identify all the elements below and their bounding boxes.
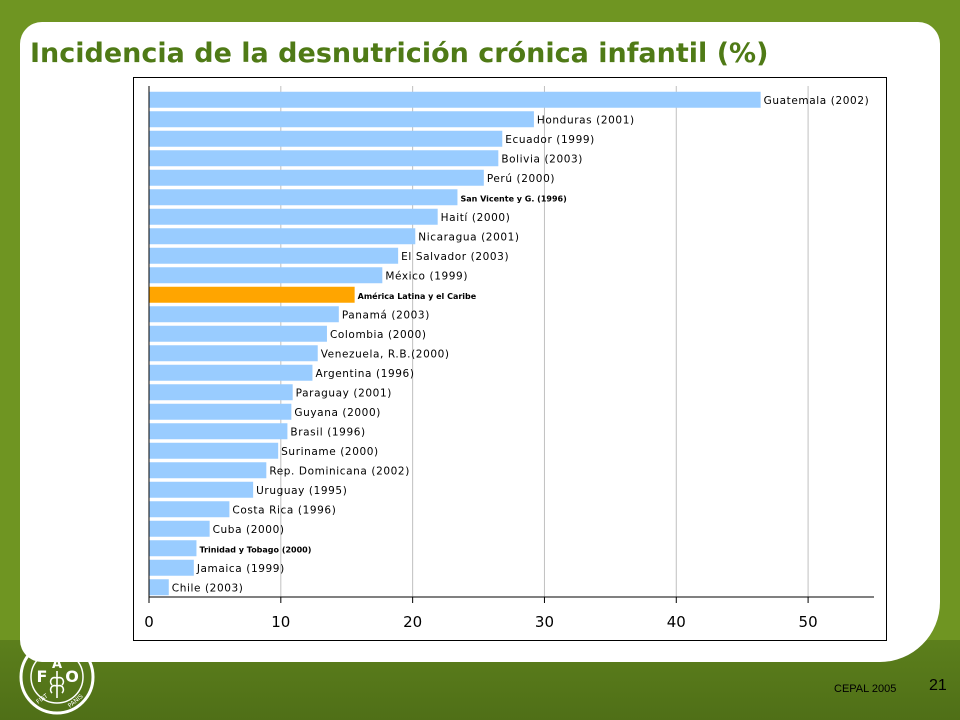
bar-label-16: Guyana (2000)	[294, 407, 381, 419]
bar-label-25: Chile (2003)	[172, 582, 244, 594]
bar-label-19: Rep. Dominicana (2002)	[269, 465, 410, 477]
bar-label-9: México (1999)	[385, 270, 468, 282]
bar-label-4: Perú (2000)	[487, 173, 555, 185]
bar-15	[149, 384, 293, 401]
bar-7	[149, 228, 416, 245]
bar-chart: Guatemala (2002) Honduras (2001) Ecuador (…	[144, 86, 874, 631]
bar-12	[149, 325, 327, 342]
bar-label-18: Suriname (2000)	[281, 446, 379, 458]
x-tick-label-0: 0	[144, 613, 154, 631]
bar-1	[149, 111, 534, 128]
bar-label-7: Nicaragua (2001)	[418, 231, 519, 243]
bar-4	[149, 169, 484, 186]
x-tick-label-40: 40	[667, 613, 686, 631]
bar-label-5: San Vicente y G. (1996)	[460, 194, 566, 203]
x-tick-label-20: 20	[403, 613, 422, 631]
bar-3	[149, 150, 499, 167]
bar-label-13: Venezuela, R.B.(2000)	[321, 348, 450, 360]
bar-22	[149, 520, 210, 537]
bar-label-21: Costa Rica (1996)	[232, 504, 336, 516]
bar-label-3: Bolivia (2003)	[501, 153, 583, 165]
bar-8	[149, 247, 399, 264]
bar-14	[149, 364, 313, 381]
bar-10	[149, 286, 355, 303]
bar-label-20: Uruguay (1995)	[256, 485, 347, 497]
slide-title: Incidencia de la desnutrición crónica in…	[30, 38, 769, 69]
bar-9	[149, 267, 383, 284]
bar-label-12: Colombia (2000)	[330, 329, 427, 341]
bar-6	[149, 208, 438, 225]
bar-label-17: Brasil (1996)	[290, 426, 365, 438]
bar-label-1: Honduras (2001)	[537, 114, 635, 126]
bar-label-10: América Latina y el Caribe	[358, 291, 477, 301]
bar-16	[149, 403, 292, 420]
page-number: 21	[929, 677, 947, 694]
source-note: CEPAL 2005	[834, 683, 897, 695]
bar-label-6: Haití (2000)	[441, 212, 511, 224]
x-tick-label-10: 10	[271, 613, 290, 631]
bar-2	[149, 130, 503, 147]
fao-logo-icon: F O A FIAT PANIS	[19, 639, 95, 715]
svg-text:F: F	[37, 667, 48, 686]
bar-label-2: Ecuador (1999)	[505, 134, 595, 146]
x-tick-label-30: 30	[535, 613, 554, 631]
bar-5	[149, 189, 458, 206]
bar-label-8: El Salvador (2003)	[401, 251, 509, 263]
bar-label-11: Panamá (2003)	[342, 309, 430, 321]
bar-label-0: Guatemala (2002)	[764, 95, 870, 107]
svg-text:O: O	[65, 667, 79, 686]
bar-20	[149, 481, 254, 498]
bar-label-14: Argentina (1996)	[315, 368, 414, 380]
bar-21	[149, 501, 230, 518]
bar-19	[149, 462, 267, 479]
chart-frame: Guatemala (2002) Honduras (2001) Ecuador (…	[133, 77, 887, 641]
bar-23	[149, 540, 197, 557]
bar-label-23: Trinidad y Tobago (2000)	[199, 545, 311, 554]
bar-0	[149, 91, 761, 108]
bar-11	[149, 306, 339, 323]
bar-13	[149, 345, 318, 362]
bar-label-24: Jamaica (1999)	[196, 563, 285, 575]
x-tick-label-50: 50	[799, 613, 818, 631]
bar-18	[149, 442, 279, 459]
bar-17	[149, 423, 288, 440]
bar-label-22: Cuba (2000)	[213, 524, 285, 536]
bar-24	[149, 559, 194, 576]
bar-label-15: Paraguay (2001)	[296, 387, 392, 399]
svg-text:A: A	[52, 657, 62, 672]
bar-25	[149, 579, 169, 596]
